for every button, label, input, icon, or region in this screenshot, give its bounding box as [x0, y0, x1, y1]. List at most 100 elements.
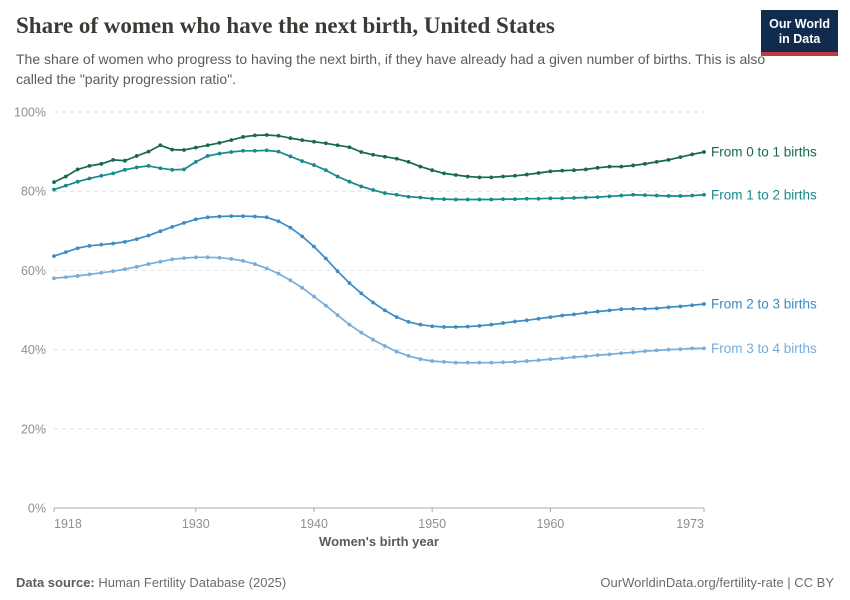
data-point — [111, 171, 115, 176]
data-point — [52, 187, 56, 192]
data-point — [335, 313, 340, 318]
data-point — [229, 257, 234, 261]
series-label-from-2-to-3-births: From 2 to 3 births — [711, 297, 817, 312]
data-point — [146, 163, 151, 168]
data-point — [182, 256, 186, 261]
data-point — [371, 188, 375, 192]
series-from-0-to-1-births: From 0 to 1 births — [52, 133, 817, 184]
gridlines — [54, 111, 704, 430]
data-point — [442, 197, 446, 202]
data-point — [134, 165, 139, 170]
x-axis-title: Women's birth year — [319, 534, 439, 549]
y-tick-label: 100% — [14, 106, 46, 120]
data-point — [193, 145, 198, 150]
data-point — [205, 143, 210, 148]
data-point — [111, 269, 115, 274]
data-point — [99, 173, 104, 178]
data-point — [323, 303, 328, 308]
data-point — [264, 148, 269, 153]
data-point — [75, 179, 80, 184]
data-point — [678, 304, 683, 309]
series-label-from-1-to-2-births: From 1 to 2 births — [711, 187, 817, 202]
data-point — [513, 359, 517, 364]
data-point — [63, 183, 68, 188]
data-point — [465, 324, 470, 329]
data-point — [300, 138, 305, 143]
data-point — [394, 349, 399, 354]
data-point — [335, 269, 340, 274]
data-point — [193, 255, 198, 260]
data-point — [99, 161, 104, 166]
data-point — [52, 254, 56, 259]
data-point — [583, 310, 588, 315]
data-point — [513, 173, 517, 178]
x-axis: 1918 1930 1940 1950 1960 1973 Women's birth ye… — [53, 507, 705, 549]
data-point — [453, 360, 458, 365]
data-source-value: Human Fertility Database (2025) — [94, 575, 287, 590]
data-point — [229, 138, 234, 143]
series-line-from-1-to-2-births — [53, 149, 705, 201]
data-point — [253, 133, 257, 138]
data-point — [418, 322, 423, 327]
data-point — [241, 258, 245, 263]
data-source-label: Data source: — [16, 575, 95, 590]
data-point — [631, 163, 635, 168]
data-point — [643, 349, 647, 354]
data-point — [241, 214, 245, 219]
data-point — [253, 262, 257, 266]
data-point — [87, 163, 92, 168]
data-point — [619, 351, 624, 356]
data-point — [146, 262, 151, 266]
data-point — [63, 174, 68, 179]
data-point — [524, 318, 529, 323]
data-point — [607, 194, 612, 199]
data-point — [560, 168, 565, 173]
data-point — [52, 276, 56, 281]
data-point — [418, 164, 423, 169]
data-point — [430, 168, 435, 173]
data-point — [182, 148, 186, 152]
data-point — [158, 143, 163, 148]
data-point — [264, 215, 269, 220]
data-point — [276, 149, 281, 154]
data-point — [170, 257, 175, 262]
data-point — [205, 154, 210, 158]
data-point — [536, 171, 541, 175]
data-point — [430, 196, 435, 201]
data-point — [288, 225, 293, 230]
y-tick-label: 60% — [21, 264, 46, 278]
data-point — [276, 271, 281, 276]
data-point — [702, 346, 706, 351]
data-point — [123, 167, 127, 172]
data-point — [99, 242, 104, 247]
license-link[interactable]: OurWorldinData.org/fertility-rate | CC B… — [600, 575, 834, 590]
data-point — [501, 197, 505, 202]
data-point — [134, 154, 139, 158]
data-point — [134, 237, 139, 242]
data-point — [87, 176, 92, 181]
data-point — [288, 136, 293, 141]
data-point — [548, 357, 553, 362]
data-point — [383, 191, 387, 196]
owid-logo-line1: Our World — [769, 17, 830, 31]
data-point — [465, 174, 470, 179]
owid-logo[interactable]: Our World in Data — [761, 10, 838, 56]
data-point — [253, 148, 257, 153]
data-point — [595, 165, 600, 170]
data-point — [276, 133, 281, 138]
data-point — [87, 272, 92, 277]
data-point — [489, 322, 494, 327]
chart-area: 0% 20% 40% 60% 80% 100% 1918 1930 1940 1950 1960 19… — [0, 100, 850, 565]
data-point — [654, 348, 659, 353]
data-point — [347, 179, 352, 184]
data-point — [560, 313, 565, 318]
data-point — [193, 159, 198, 164]
data-point — [52, 180, 56, 184]
data-point — [312, 244, 316, 249]
data-point — [241, 135, 245, 139]
data-point — [607, 352, 612, 357]
data-point — [406, 319, 411, 324]
data-point — [619, 307, 624, 312]
data-point — [572, 168, 576, 173]
data-point — [465, 197, 470, 202]
